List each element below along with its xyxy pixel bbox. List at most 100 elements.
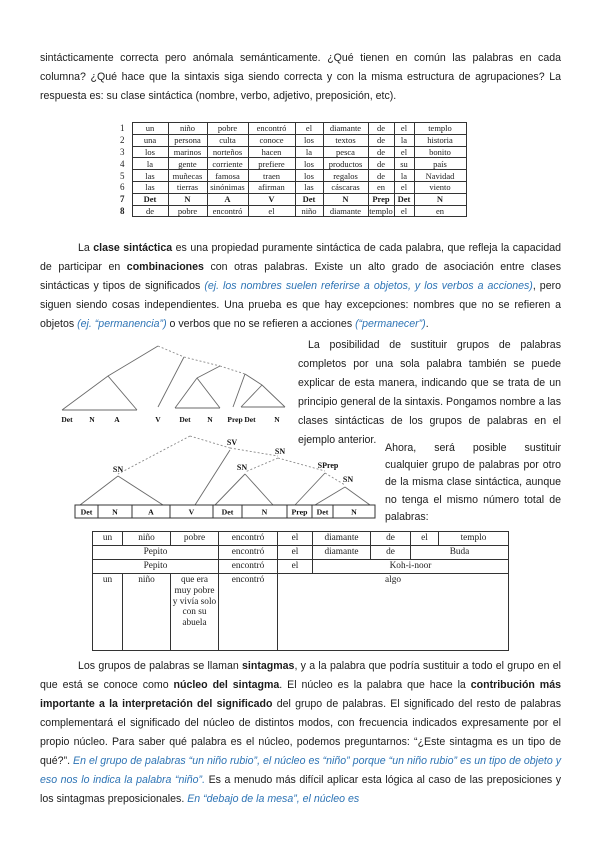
substitution-row: un niño que era muy pobre y vivía solo con… [92,573,509,651]
blue-italic-run: (ej. los nombres suelen referirse a obje… [204,280,533,292]
syntax-tree-labeled: SN SV SN SN SPrep SN Det N A V Det N Pre… [74,435,376,519]
word-cell: pobre [206,122,249,135]
row-number: 2 [120,135,125,146]
substitution-cell: Pepito [92,545,219,560]
text-run: . El núcleo es la palabra que hace la [279,679,471,691]
word-cell: encontró [206,204,249,218]
substitution-cell: pobre [170,531,219,546]
word-cell: los [294,133,324,147]
substitution-cell: de [370,545,411,560]
substitution-cell: diamante [312,531,371,546]
word-cell: persona [167,133,208,147]
word-columns-table: 1 un niño pobre encontró el diamante de el templo… [112,122,467,218]
word-cell: el [393,145,415,159]
word-cell: diamante [322,122,369,135]
word-cell: tierras [167,180,208,194]
word-cell: templo [413,122,467,135]
word-cell: de [131,204,169,218]
substitution-cell: un [92,531,123,546]
word-cell: su [393,157,415,171]
word-cell: de [367,157,395,171]
tree2-node-sn-left: SN [113,465,123,474]
text-run: , y a la palabra que podría sustituir a … [40,660,561,691]
substitution-row: un niño pobre encontró el diamante de el templo [92,531,509,546]
substitution-cell: un [92,573,123,651]
word-cell: la [393,169,415,182]
blue-italic-run: En “debajo de la mesa”, el núcleo es [187,793,360,805]
word-cell: en [367,180,395,194]
substitution-cell: Koh-i-noor [312,559,509,574]
text-run: Es a menudo más difícil aplicar esta lóg… [40,774,562,805]
word-cell: historia [413,133,467,147]
tree1-leaf-det: Det [61,415,73,424]
syntax-tree-unlabeled: Det N A V Det N Prep Det N [61,345,286,424]
word-cell: las [294,180,324,194]
bold-run: combinaciones [126,261,204,273]
word-cell: N [167,192,208,206]
substitution-cell: encontró [218,531,278,546]
row-number: 1 [120,123,125,134]
tree1-leaf-n2: N [207,415,213,424]
substitution-row: Pepito encontró el diamante de Buda [92,545,509,560]
text-run: del grupo de palabras. El significado de… [40,698,561,767]
blue-italic-run: (“permanecer”) [355,318,426,330]
substitution-cell: encontró [218,573,278,651]
word-cell: famosa [206,169,249,182]
substitution-table: un niño pobre encontró el diamante de el templo P… [92,531,509,651]
word-cell: país [413,157,467,171]
blue-italic-run: (ej. “permanencia”) [77,318,167,330]
word-cell: la [393,133,415,147]
tree2-cell-prep: Prep [292,508,309,517]
word-cell: de [367,169,395,182]
word-cell: los [294,169,324,182]
intro-paragraph: sintácticamente correcta pero anómala se… [40,49,561,106]
tree2-node-sn-obj: SN [275,447,285,456]
word-cell: regalos [322,169,369,182]
word-cell: culta [206,133,249,147]
word-cell: diamante [322,204,369,218]
text-run: La [78,242,94,254]
substitution-cell: niño [122,573,171,651]
word-cell: niño [167,122,208,135]
ahora-paragraph: Ahora, será posible sustituir cualquier … [385,440,561,526]
word-cell: sinónimas [206,180,249,194]
word-cell: la [131,157,169,171]
substitution-cell: diamante [312,545,371,560]
word-cell: Det [131,192,169,206]
word-cell: V [247,192,296,206]
word-table-row: 7 Det N A V Det N Prep Det N [112,192,467,206]
row-number: 4 [120,158,125,169]
substitution-cell: Pepito [92,559,219,574]
tree2-node-sprep: SPrep [318,461,339,470]
word-cell: el [294,122,324,135]
tree2-node-sn-right: SN [343,475,353,484]
substitution-cell: algo [277,573,509,651]
tree1-leaf-n3: N [274,415,280,424]
substitution-cell: el [277,531,313,546]
tree1-leaf-prep: Prep [227,415,242,424]
word-table-row: 5 las muñecas famosa traen los regalos de la Navi… [112,169,467,182]
word-cell: templo [367,204,395,218]
word-cell: gente [167,157,208,171]
tree2-cell-n2: N [262,508,268,517]
text-run: sintácticamente correcta pero anómala se… [40,52,561,102]
tree1-leaf-det3: Det [244,415,256,424]
row-number: 6 [120,182,125,193]
word-cell: N [322,192,369,206]
word-cell: textos [322,133,369,147]
text-run: Los grupos de palabras se llaman [78,660,243,672]
word-table-row: 6 las tierras sinónimas afirman las cáscaras en… [112,180,467,194]
word-cell: los [294,157,324,171]
tree2-cell-n3: N [351,508,357,517]
word-cell: un [131,122,169,135]
word-cell: productos [322,157,369,171]
word-cell: una [131,133,169,147]
substitution-cell: el [277,545,313,560]
text-run: es una propiedad puramente sintáctica de… [40,242,561,273]
bold-run: contribución más importante a la interpr… [40,679,562,710]
text-run: o verbos que no se refieren a acciones [166,318,356,330]
substitution-cell: de [370,531,411,546]
text-run: , pero siguen siendo cosas independiente… [40,280,561,330]
word-cell: corriente [206,157,249,171]
word-cell: el [393,204,415,218]
